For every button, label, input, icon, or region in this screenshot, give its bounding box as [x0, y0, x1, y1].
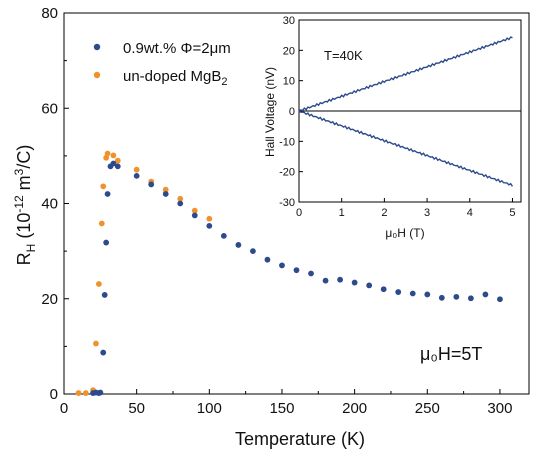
data-point-doped	[97, 389, 104, 396]
data-point-doped	[438, 294, 445, 301]
data-point-undoped	[162, 186, 169, 193]
legend-label-undoped: un-doped MgB2	[123, 68, 228, 88]
inset-y-tick-label: -10	[279, 136, 295, 148]
data-point-doped	[322, 277, 329, 284]
data-point-doped	[264, 256, 271, 263]
inset-negative-line	[298, 110, 514, 187]
data-point-undoped	[206, 215, 213, 222]
data-point-doped	[409, 290, 416, 297]
main-x-tick-label: 250	[415, 400, 440, 417]
legend-marker-undoped	[93, 71, 101, 79]
main-x-tick-label: 300	[487, 400, 512, 417]
inset-axis-ticks: 0 1 2 3 4 5 -30 -20 -10 0 10 20 30	[279, 15, 521, 219]
data-point-doped	[114, 163, 121, 170]
data-point-doped	[395, 289, 402, 295]
data-point-undoped	[93, 340, 99, 347]
data-point-doped	[380, 286, 387, 293]
main-x-tick-label: 50	[128, 400, 145, 417]
data-point-doped	[337, 276, 343, 283]
inset-y-tick-label: 30	[283, 15, 295, 27]
inset-data-lines	[298, 36, 514, 187]
main-y-axis-title: RH (10-12 m3/C)	[12, 145, 38, 266]
data-point-undoped	[100, 183, 107, 190]
data-point-doped	[133, 172, 140, 179]
data-point-doped	[467, 295, 474, 302]
main-x-tick-label: 0	[60, 400, 68, 417]
main-y-tick-label: 0	[50, 386, 58, 403]
main-y-tick-label: 20	[41, 291, 58, 308]
data-point-doped	[453, 293, 460, 300]
data-point-doped	[497, 296, 503, 303]
data-point-doped	[191, 212, 198, 219]
inset-y-axis-title: Hall Voltage (nV)	[263, 67, 277, 157]
inset-y-tick-label: 10	[283, 76, 295, 88]
data-point-doped	[366, 282, 373, 289]
main-x-axis-title: Temperature (K)	[235, 429, 365, 449]
legend-label-doped: 0.9wt.% Φ=2μm	[123, 40, 231, 57]
inset-y-tick-label: -30	[279, 197, 295, 209]
inset-x-tick-label: 2	[381, 207, 387, 219]
inset-y-tick-label: -20	[279, 167, 295, 179]
data-point-undoped	[82, 390, 89, 396]
data-point-doped	[148, 181, 155, 188]
data-point-undoped	[133, 166, 140, 173]
data-point-doped	[162, 191, 169, 197]
main-y-tick-label: 40	[41, 196, 58, 213]
data-point-undoped	[95, 281, 102, 287]
data-point-doped	[104, 191, 111, 197]
data-point-doped	[206, 222, 213, 229]
inset-x-tick-label: 1	[339, 207, 345, 219]
data-point-doped	[220, 232, 227, 239]
inset-temperature-annotation: T=40K	[324, 48, 363, 63]
data-point-doped	[279, 262, 285, 269]
data-point-undoped	[75, 390, 82, 396]
data-point-undoped	[114, 157, 121, 164]
inset-x-tick-label: 5	[509, 207, 515, 219]
main-y-tick-label: 60	[41, 100, 58, 117]
main-data-points	[75, 150, 503, 396]
data-point-undoped	[110, 152, 117, 159]
data-point-doped	[351, 279, 358, 286]
data-point-undoped	[98, 220, 105, 227]
data-point-doped	[103, 239, 110, 246]
data-point-doped	[424, 291, 431, 298]
main-x-tick-label: 200	[342, 400, 367, 417]
inset-x-tick-label: 0	[296, 207, 302, 219]
legend: 0.9wt.% Φ=2μm un-doped MgB2	[93, 40, 231, 88]
inset-y-tick-label: 20	[283, 45, 295, 57]
data-point-doped	[482, 291, 489, 298]
data-point-undoped	[191, 207, 198, 214]
main-x-tick-label: 150	[269, 400, 294, 417]
data-point-doped	[101, 292, 108, 298]
main-y-tick-label: 80	[41, 5, 58, 22]
data-point-undoped	[177, 195, 184, 202]
data-point-doped	[110, 160, 117, 167]
data-point-doped	[235, 242, 242, 248]
data-point-doped	[250, 248, 256, 255]
data-point-doped	[293, 267, 300, 274]
data-point-doped	[177, 200, 184, 207]
data-point-doped	[100, 349, 107, 356]
main-x-tick-label: 100	[197, 400, 222, 417]
main-field-annotation: μ₀H=5T	[420, 344, 482, 364]
inset-positive-line	[298, 36, 513, 112]
data-point-doped	[308, 270, 314, 277]
data-point-undoped	[104, 150, 111, 157]
inset-x-tick-label: 3	[424, 207, 430, 219]
inset-y-tick-label: 0	[289, 106, 295, 118]
inset-x-axis-title: μ₀H (T)	[385, 226, 424, 240]
inset-x-tick-label: 4	[467, 207, 473, 219]
legend-marker-doped	[93, 43, 101, 51]
